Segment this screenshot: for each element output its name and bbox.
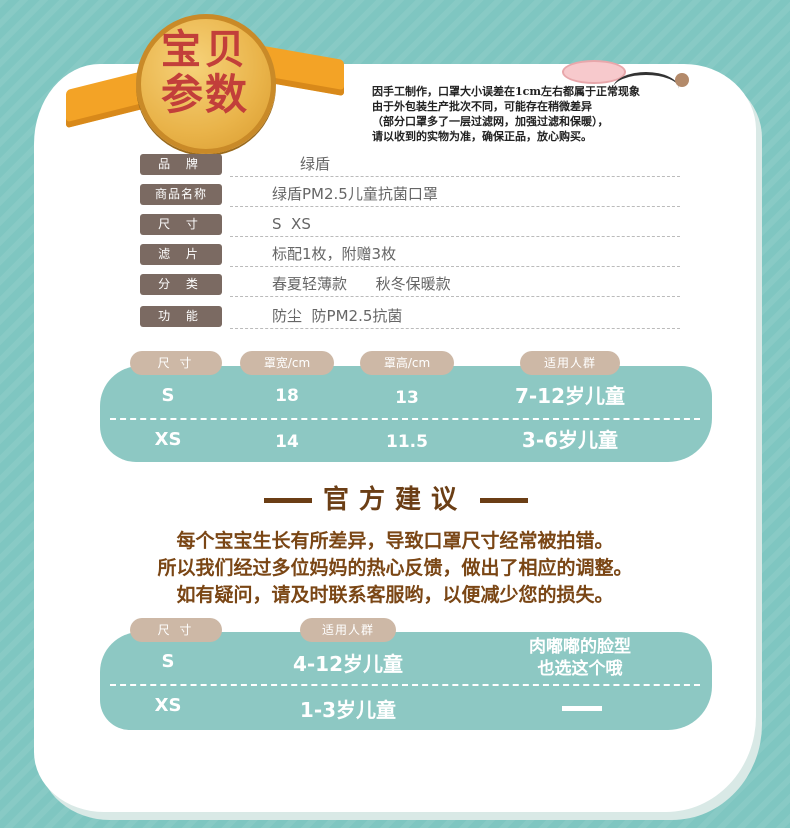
size-cell: S — [161, 651, 175, 672]
badge-title-line2: 参数 — [160, 70, 249, 119]
advice-title: 官方建议 — [322, 485, 467, 515]
param-value: S XS — [272, 215, 311, 233]
param-label: 品 牌 — [140, 154, 222, 175]
param-value: 防尘 防PM2.5抗菌 — [272, 307, 403, 325]
param-row-category: 分 类 春夏轻薄款 秋冬保暖款 — [140, 273, 680, 297]
param-row-size: 尺 寸 S XS — [140, 213, 680, 237]
empty-dash — [562, 706, 602, 711]
age-cell: 1-3岁儿童 — [299, 698, 397, 722]
param-value: 标配1枚，附赠3枚 — [272, 245, 397, 263]
rec-table-divider — [110, 684, 700, 686]
notice-line: 因手工制作，口罩大小误差在1cm左右都属于正常现象 — [372, 85, 640, 98]
size-cell: XS — [154, 695, 182, 716]
param-row-name: 商品名称 绿盾PM2.5儿童抗菌口罩 — [140, 183, 680, 207]
size-header: 尺 寸 — [130, 351, 222, 375]
param-divider — [230, 266, 680, 267]
notice-line: 由于外包装生产批次不同，可能存在稍微差异 — [372, 100, 592, 113]
age-cell: 3-6岁儿童 — [521, 428, 619, 452]
size-table-band — [100, 366, 712, 462]
width-cell: 14 — [275, 432, 299, 452]
height-header: 罩高/cm — [360, 351, 454, 375]
advice-line: 每个宝宝生长有所差异，导致口罩尺寸经常被拍错。 — [176, 530, 614, 552]
param-divider — [230, 328, 680, 329]
param-row-function: 功 能 防尘 防PM2.5抗菌 — [140, 305, 680, 329]
param-label: 功 能 — [140, 306, 222, 327]
param-divider — [230, 176, 680, 177]
dot-decoration — [675, 73, 689, 87]
note-cell: 肉嘟嘟的脸型 也选这个哦 — [490, 636, 670, 680]
param-label: 商品名称 — [140, 184, 222, 205]
age-cell: 4-12岁儿童 — [292, 652, 404, 676]
badge-title-line1: 宝贝 — [161, 26, 249, 73]
param-label: 分 类 — [140, 274, 222, 295]
param-divider — [230, 296, 680, 297]
param-row-brand: 品 牌 绿盾 — [140, 153, 680, 177]
notice-line: （部分口罩多了一层过滤网，加强过滤和保暖）， — [372, 115, 609, 128]
height-cell: 13 — [395, 388, 419, 408]
title-bar-right — [480, 498, 528, 503]
age-cell: 7-12岁儿童 — [514, 384, 626, 408]
size-cell: S — [161, 385, 175, 406]
advice-line: 所以我们经过多位妈妈的热心反馈，做出了相应的调整。 — [157, 557, 633, 579]
badge-medal — [136, 14, 276, 154]
param-value: 绿盾 — [300, 155, 331, 173]
width-header: 罩宽/cm — [240, 351, 334, 375]
note-line: 也选这个哦 — [537, 659, 623, 679]
title-bar-left — [264, 498, 312, 503]
note-line: 肉嘟嘟的脸型 — [529, 637, 631, 657]
param-row-filter: 滤 片 标配1枚，附赠3枚 — [140, 243, 680, 267]
cup-icon — [562, 60, 626, 84]
param-divider — [230, 206, 680, 207]
param-value: 绿盾PM2.5儿童抗菌口罩 — [272, 185, 438, 203]
size-header: 尺 寸 — [130, 618, 222, 642]
notice-text: 因手工制作，口罩大小误差在1cm左右都属于正常现象 由于外包装生产批次不同，可能… — [372, 84, 702, 144]
curl-decoration — [613, 72, 679, 105]
param-label: 滤 片 — [140, 244, 222, 265]
param-divider — [230, 236, 680, 237]
rec-table-band — [100, 632, 712, 730]
notice-line: 请以收到的实物为准，确保正品，放心购买。 — [372, 130, 592, 143]
param-value: 春夏轻薄款 秋冬保暖款 — [272, 275, 451, 293]
size-cell: XS — [154, 429, 182, 450]
size-table-divider — [110, 418, 700, 420]
advice-line: 如有疑问，请及时联系客服哟，以便减少您的损失。 — [176, 584, 614, 606]
age-header: 适用人群 — [520, 351, 620, 375]
param-label: 尺 寸 — [140, 214, 222, 235]
age-header: 适用人群 — [300, 618, 396, 642]
height-cell: 11.5 — [386, 432, 428, 452]
width-cell: 18 — [275, 386, 299, 406]
